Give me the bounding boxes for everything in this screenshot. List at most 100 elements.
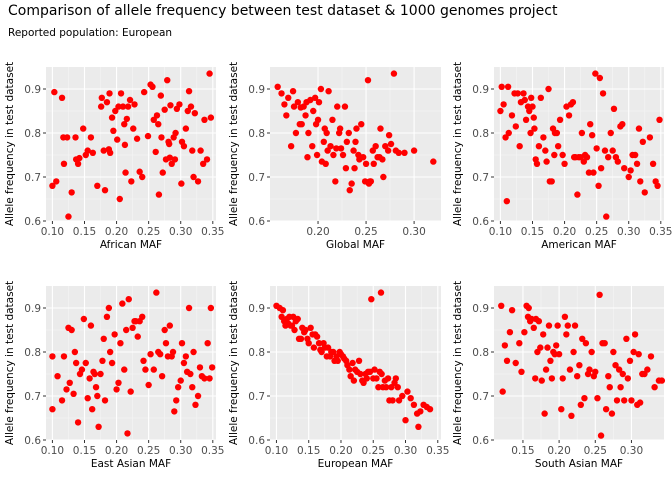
- data-point: [540, 134, 547, 141]
- data-point: [199, 160, 207, 167]
- data-point: [542, 366, 550, 373]
- data-point: [558, 406, 565, 413]
- data-point: [162, 340, 170, 347]
- data-point: [203, 156, 211, 163]
- data-point: [194, 392, 202, 400]
- data-point: [114, 136, 121, 143]
- data-point: [654, 182, 661, 189]
- data-point: [98, 94, 106, 102]
- data-point: [190, 173, 197, 181]
- data-point: [592, 368, 599, 375]
- data-point: [603, 213, 610, 220]
- data-point: [334, 357, 341, 364]
- data-point: [174, 384, 182, 391]
- data-point: [417, 408, 424, 415]
- data-point: [352, 138, 359, 145]
- data-point: [157, 92, 165, 99]
- data-point: [144, 132, 152, 140]
- data-point: [63, 134, 71, 141]
- data-point: [606, 384, 613, 391]
- data-point: [635, 351, 642, 358]
- data-point: [318, 348, 325, 356]
- data-point: [187, 370, 194, 378]
- data-point: [177, 377, 184, 384]
- data-point: [410, 147, 418, 154]
- data-point: [208, 364, 216, 371]
- data-point: [127, 388, 134, 395]
- data-point: [337, 145, 345, 152]
- data-point: [68, 189, 75, 196]
- data-point: [320, 138, 327, 145]
- x-tick-label: 0.30: [617, 226, 640, 238]
- data-point: [554, 143, 562, 150]
- data-point: [51, 88, 58, 96]
- data-point: [566, 366, 574, 373]
- data-point: [169, 348, 177, 356]
- y-tick-label: 0.6: [248, 435, 265, 447]
- data-point: [103, 313, 111, 320]
- y-tick-label: 0.6: [24, 435, 41, 447]
- data-point: [207, 304, 215, 312]
- data-point: [410, 401, 418, 408]
- data-point: [346, 366, 353, 373]
- y-tick-label: 0.7: [24, 172, 41, 184]
- data-point: [122, 169, 129, 176]
- data-point: [82, 359, 89, 367]
- data-point: [279, 307, 287, 314]
- data-point: [307, 324, 314, 331]
- x-tick-label: 0.15: [521, 226, 544, 238]
- data-point: [128, 178, 135, 185]
- x-axis-title: European MAF: [318, 458, 394, 470]
- data-point: [155, 121, 162, 128]
- data-point: [184, 107, 191, 115]
- data-point: [185, 304, 193, 312]
- x-tick-label: 0.20: [547, 445, 570, 457]
- data-point: [302, 112, 309, 119]
- data-point: [294, 315, 301, 323]
- data-point: [87, 134, 95, 141]
- data-point: [134, 333, 141, 340]
- data-point: [635, 125, 643, 132]
- data-point: [65, 213, 72, 220]
- data-point: [343, 138, 351, 145]
- y-tick-label: 0.7: [472, 172, 489, 184]
- data-point: [274, 83, 281, 91]
- data-point: [133, 135, 141, 142]
- data-point: [187, 103, 195, 110]
- chart-subtitle: Reported population: European: [8, 27, 173, 39]
- data-point: [588, 348, 595, 356]
- data-point: [341, 103, 349, 110]
- data-point: [58, 94, 66, 102]
- data-point: [178, 340, 186, 347]
- data-point: [364, 77, 372, 84]
- data-point: [607, 129, 614, 137]
- data-point: [630, 348, 637, 356]
- data-point: [624, 375, 632, 382]
- data-point: [500, 101, 507, 108]
- data-point: [626, 357, 634, 364]
- data-point: [587, 121, 594, 128]
- data-point: [514, 90, 521, 97]
- data-point: [407, 395, 414, 402]
- data-point: [639, 138, 647, 145]
- data-point: [317, 85, 325, 93]
- data-point: [58, 397, 66, 404]
- data-point: [87, 322, 95, 329]
- data-point: [545, 322, 553, 329]
- data-point: [71, 348, 79, 356]
- data-point: [49, 182, 56, 189]
- data-point: [371, 366, 378, 373]
- data-point: [497, 107, 504, 115]
- data-point: [124, 103, 132, 110]
- data-point: [297, 335, 305, 342]
- data-point: [577, 401, 585, 408]
- data-point: [311, 94, 319, 102]
- data-point: [121, 366, 128, 373]
- data-point: [105, 304, 113, 312]
- data-point: [512, 123, 520, 130]
- data-point: [189, 147, 196, 154]
- data-point: [171, 156, 179, 163]
- data-point: [111, 331, 118, 338]
- data-point: [426, 406, 434, 413]
- data-point: [395, 397, 403, 404]
